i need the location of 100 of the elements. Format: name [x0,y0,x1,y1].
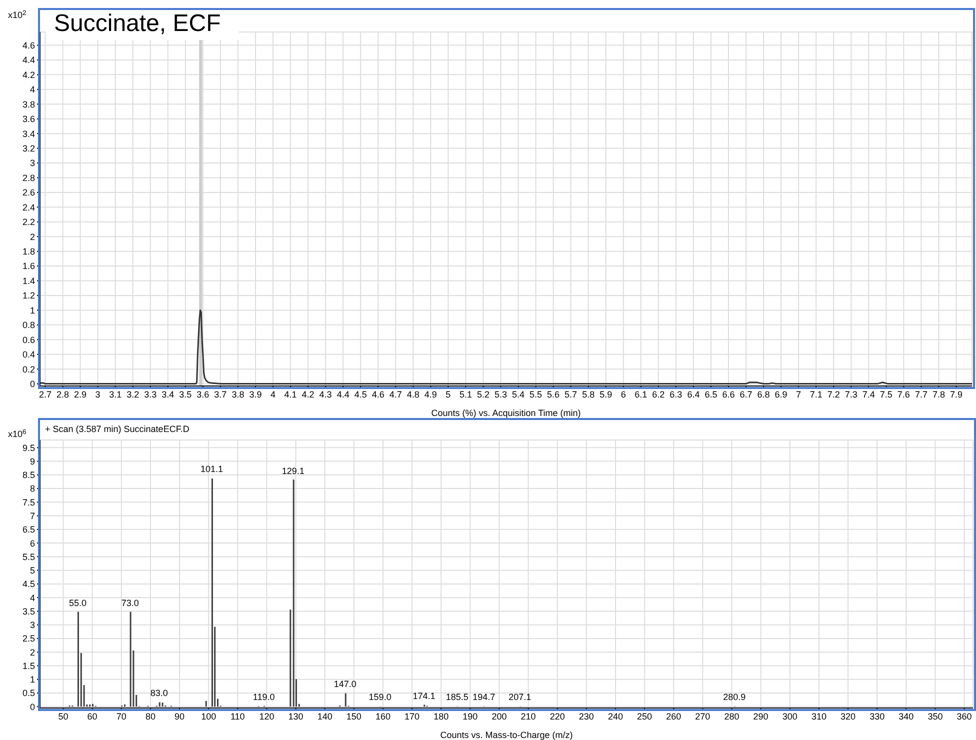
x-tick-label: 60 [87,711,98,722]
y-tick-label: 0.6 [22,334,35,345]
x-tick-label: 4.7 [389,389,402,400]
x-tick-label: 3.3 [144,389,157,400]
x-tick-label: 5.3 [494,389,507,400]
x-tick-label: 6.3 [670,389,682,400]
x-tick-label: 330 [870,711,885,722]
y-tick-label: 2.8 [22,172,35,183]
x-tick-label: 7 [796,389,802,400]
y-tick-label: 1 [30,674,35,685]
x-tick-label: 7.8 [932,389,945,400]
x-tick-label: 4.4 [336,389,350,400]
x-tick-label: 230 [578,711,594,722]
x-tick-label: 7.7 [914,389,928,400]
x-tick-label: 260 [666,711,682,722]
y-tick-label: 0.5 [22,688,35,698]
x-tick-label: 7.9 [950,389,962,400]
x-tick-label: 6.4 [687,389,700,400]
x-tick-label: 190 [462,711,478,722]
x-tick-label: 310 [811,711,826,722]
x-tick-label: 4.8 [406,389,420,400]
x-tick-label: 2.8 [56,389,70,400]
x-tick-label: 3.5 [179,389,192,400]
x-tick-label: 7.2 [827,389,840,400]
x-tick-label: 2.7 [39,389,52,400]
annotation: 147.0 [332,679,358,690]
x-tick-label: 170 [404,711,420,722]
x-tick-label: 5.1 [459,389,472,400]
y-tick-label: 9.5 [22,442,35,453]
annotation: 207.1 [508,692,532,702]
annotation: 101.1 [200,464,224,474]
y-tick-label: 4 [30,84,35,95]
x-tick-label: 4.9 [424,389,437,400]
x-tick-label: 7.6 [897,389,910,400]
x-tick-label: 4.3 [319,389,332,400]
annotation: 159.0 [368,692,392,702]
y-tick-label: 4.4 [22,55,35,66]
y-tick-label: 2.6 [22,188,35,198]
x-tick-label: 220 [550,711,565,722]
x-tick-label: 6.1 [634,389,648,400]
x-tick-label: 180 [434,711,449,722]
x-tick-label: 7.3 [844,389,858,400]
x-tick-label: 160 [375,711,390,722]
annotation: 119.0 [252,692,276,702]
x-tick-label: 5.2 [476,389,490,400]
y-tick-label: 4.6 [22,40,35,50]
y-tick-label: 0 [30,378,35,389]
x-tick-label: 150 [346,711,362,722]
y-tick-label: 5.5 [22,552,35,562]
y-axis-title: x10$^{6}$ [8,428,27,439]
y-tick-label: 3 [30,620,35,630]
x-tick-label: 3.9 [249,389,262,400]
x-tick-label: 5.9 [600,389,612,400]
x-tick-label: 4.5 [354,389,367,400]
x-tick-label: 3.1 [109,389,122,400]
x-tick-label: 3.4 [162,389,174,400]
y-tick-label: 1.6 [22,261,35,272]
y-tick-label: 2 [30,232,35,242]
y-tick-label: 5 [30,566,35,576]
annotation: 174.1 [412,690,436,701]
x-tick-label: 6.6 [722,389,735,400]
y-tick-label: 2 [30,647,35,658]
y-tick-label: 6 [30,538,35,548]
x-tick-label: 280 [724,711,740,722]
x-tick-label: 5.5 [530,389,542,400]
y-tick-label: 3 [30,158,35,168]
x-tick-label: 290 [753,711,768,722]
annotation: 194.7 [472,692,496,702]
annotation: 73.0 [120,598,140,608]
y-tick-label: 2.5 [22,634,35,644]
y-tick-label: 0.2 [22,364,35,374]
y-tick-label: 7 [30,510,35,521]
x-tick-label: 300 [782,711,798,722]
chart-title: + Scan (3.587 min) SuccinateECF.D [43,424,192,434]
x-axis-title: Counts (%) vs. Acquisition Time (min) [431,408,581,418]
y-axis-title: x10$^{2}$ [8,10,27,20]
x-tick-label: 90 [174,711,185,722]
x-tick-label: 6.5 [704,389,718,400]
x-tick-label: 270 [695,711,710,722]
x-tick-label: 5.6 [547,389,560,400]
x-tick-label: 360 [956,711,972,722]
x-tick-label: 7.5 [880,389,892,400]
y-tick-label: 9 [30,456,35,466]
x-tick-label: 5.8 [582,389,595,400]
y-tick-label: 8 [30,484,35,494]
x-tick-label: 3.8 [232,389,244,400]
y-tick-label: 2.4 [22,202,35,212]
y-tick-label: 1.2 [22,290,35,301]
x-tick-label: 250 [637,711,652,722]
y-tick-label: 4.5 [22,579,35,590]
x-tick-label: 7.1 [810,389,822,400]
y-tick-label: 3.4 [22,128,35,139]
x-tick-label: 210 [520,711,536,722]
annotation: 185.5 [446,692,468,702]
y-tick-label: 1.4 [22,276,35,286]
x-tick-label: 350 [928,711,943,722]
y-tick-label: 4 [30,592,35,603]
y-tick-label: 3.2 [22,143,35,154]
x-tick-label: 2.9 [74,389,87,400]
y-tick-label: 1 [30,305,35,316]
